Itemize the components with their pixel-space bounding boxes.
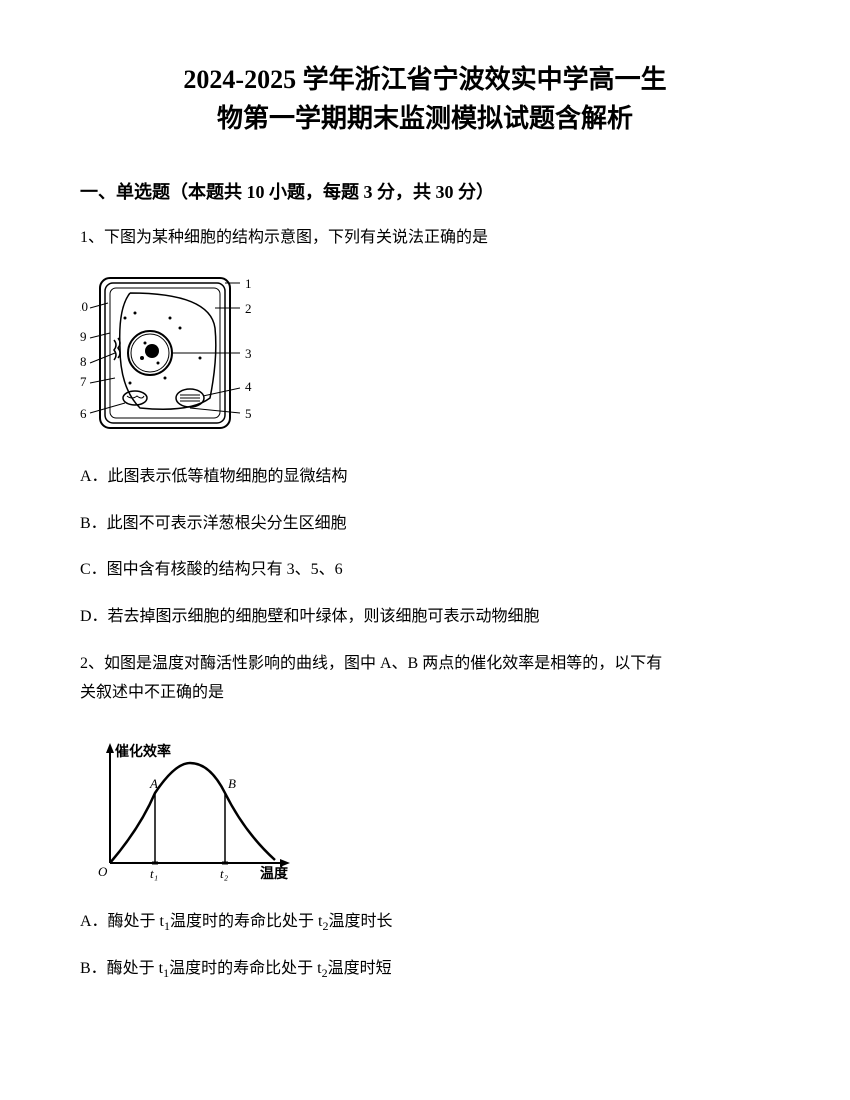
label-7: 7 [80, 374, 87, 389]
cell-diagram: 1 2 3 4 5 6 7 8 9 10 [80, 268, 260, 438]
q2-text-part1: 2、如图是温度对酶活性影响的曲线，图中 A、B 两点的催化效率是相等的，以下有 [80, 655, 662, 672]
t2-label: t₂ [220, 866, 229, 881]
point-b-label: B [228, 776, 236, 791]
cell-diagram-container: 1 2 3 4 5 6 7 8 9 10 [80, 268, 770, 443]
label-8: 8 [80, 354, 87, 369]
q1-option-a: A．此图表示低等植物细胞的显微结构 [80, 463, 770, 492]
t1-label: t₁ [150, 866, 158, 881]
label-10: 10 [80, 299, 88, 314]
x-axis-label: 温度 [260, 865, 289, 882]
title-line-2: 物第一学期期末监测模拟试题含解析 [80, 99, 770, 138]
q2-text-part2: 关叙述中不正确的是 [80, 684, 224, 701]
enzyme-chart-container: A B 催化效率 O t₁ t₂ 温度 [80, 723, 770, 908]
label-5: 5 [245, 406, 252, 421]
label-2: 2 [245, 301, 252, 316]
origin-label: O [98, 864, 108, 879]
q2-option-b: B．酶处于 t1温度时的寿命比处于 t2温度时短 [80, 955, 770, 985]
q1-option-c: C．图中含有核酸的结构只有 3、5、6 [80, 556, 770, 585]
point-a-label: A [149, 776, 158, 791]
title-line-1: 2024-2025 学年浙江省宁波效实中学高一生 [80, 60, 770, 99]
exam-title: 2024-2025 学年浙江省宁波效实中学高一生 物第一学期期末监测模拟试题含解… [80, 60, 770, 138]
label-4: 4 [245, 379, 252, 394]
q1-option-b: B．此图不可表示洋葱根尖分生区细胞 [80, 510, 770, 539]
section-header: 一、单选题（本题共 10 小题，每题 3 分，共 30 分） [80, 178, 770, 204]
question-1-text: 1、下图为某种细胞的结构示意图，下列有关说法正确的是 [80, 224, 770, 253]
label-3: 3 [245, 346, 252, 361]
label-1: 1 [245, 276, 252, 291]
q1-option-d: D．若去掉图示细胞的细胞壁和叶绿体，则该细胞可表示动物细胞 [80, 603, 770, 632]
question-2-text: 2、如图是温度对酶活性影响的曲线，图中 A、B 两点的催化效率是相等的，以下有 … [80, 650, 770, 708]
y-axis-label: 催化效率 [115, 743, 171, 760]
enzyme-chart: A B 催化效率 O t₁ t₂ 温度 [80, 738, 300, 888]
label-9: 9 [80, 329, 87, 344]
label-6: 6 [80, 406, 87, 421]
q2-option-a: A．酶处于 t1温度时的寿命比处于 t2温度时长 [80, 908, 770, 938]
